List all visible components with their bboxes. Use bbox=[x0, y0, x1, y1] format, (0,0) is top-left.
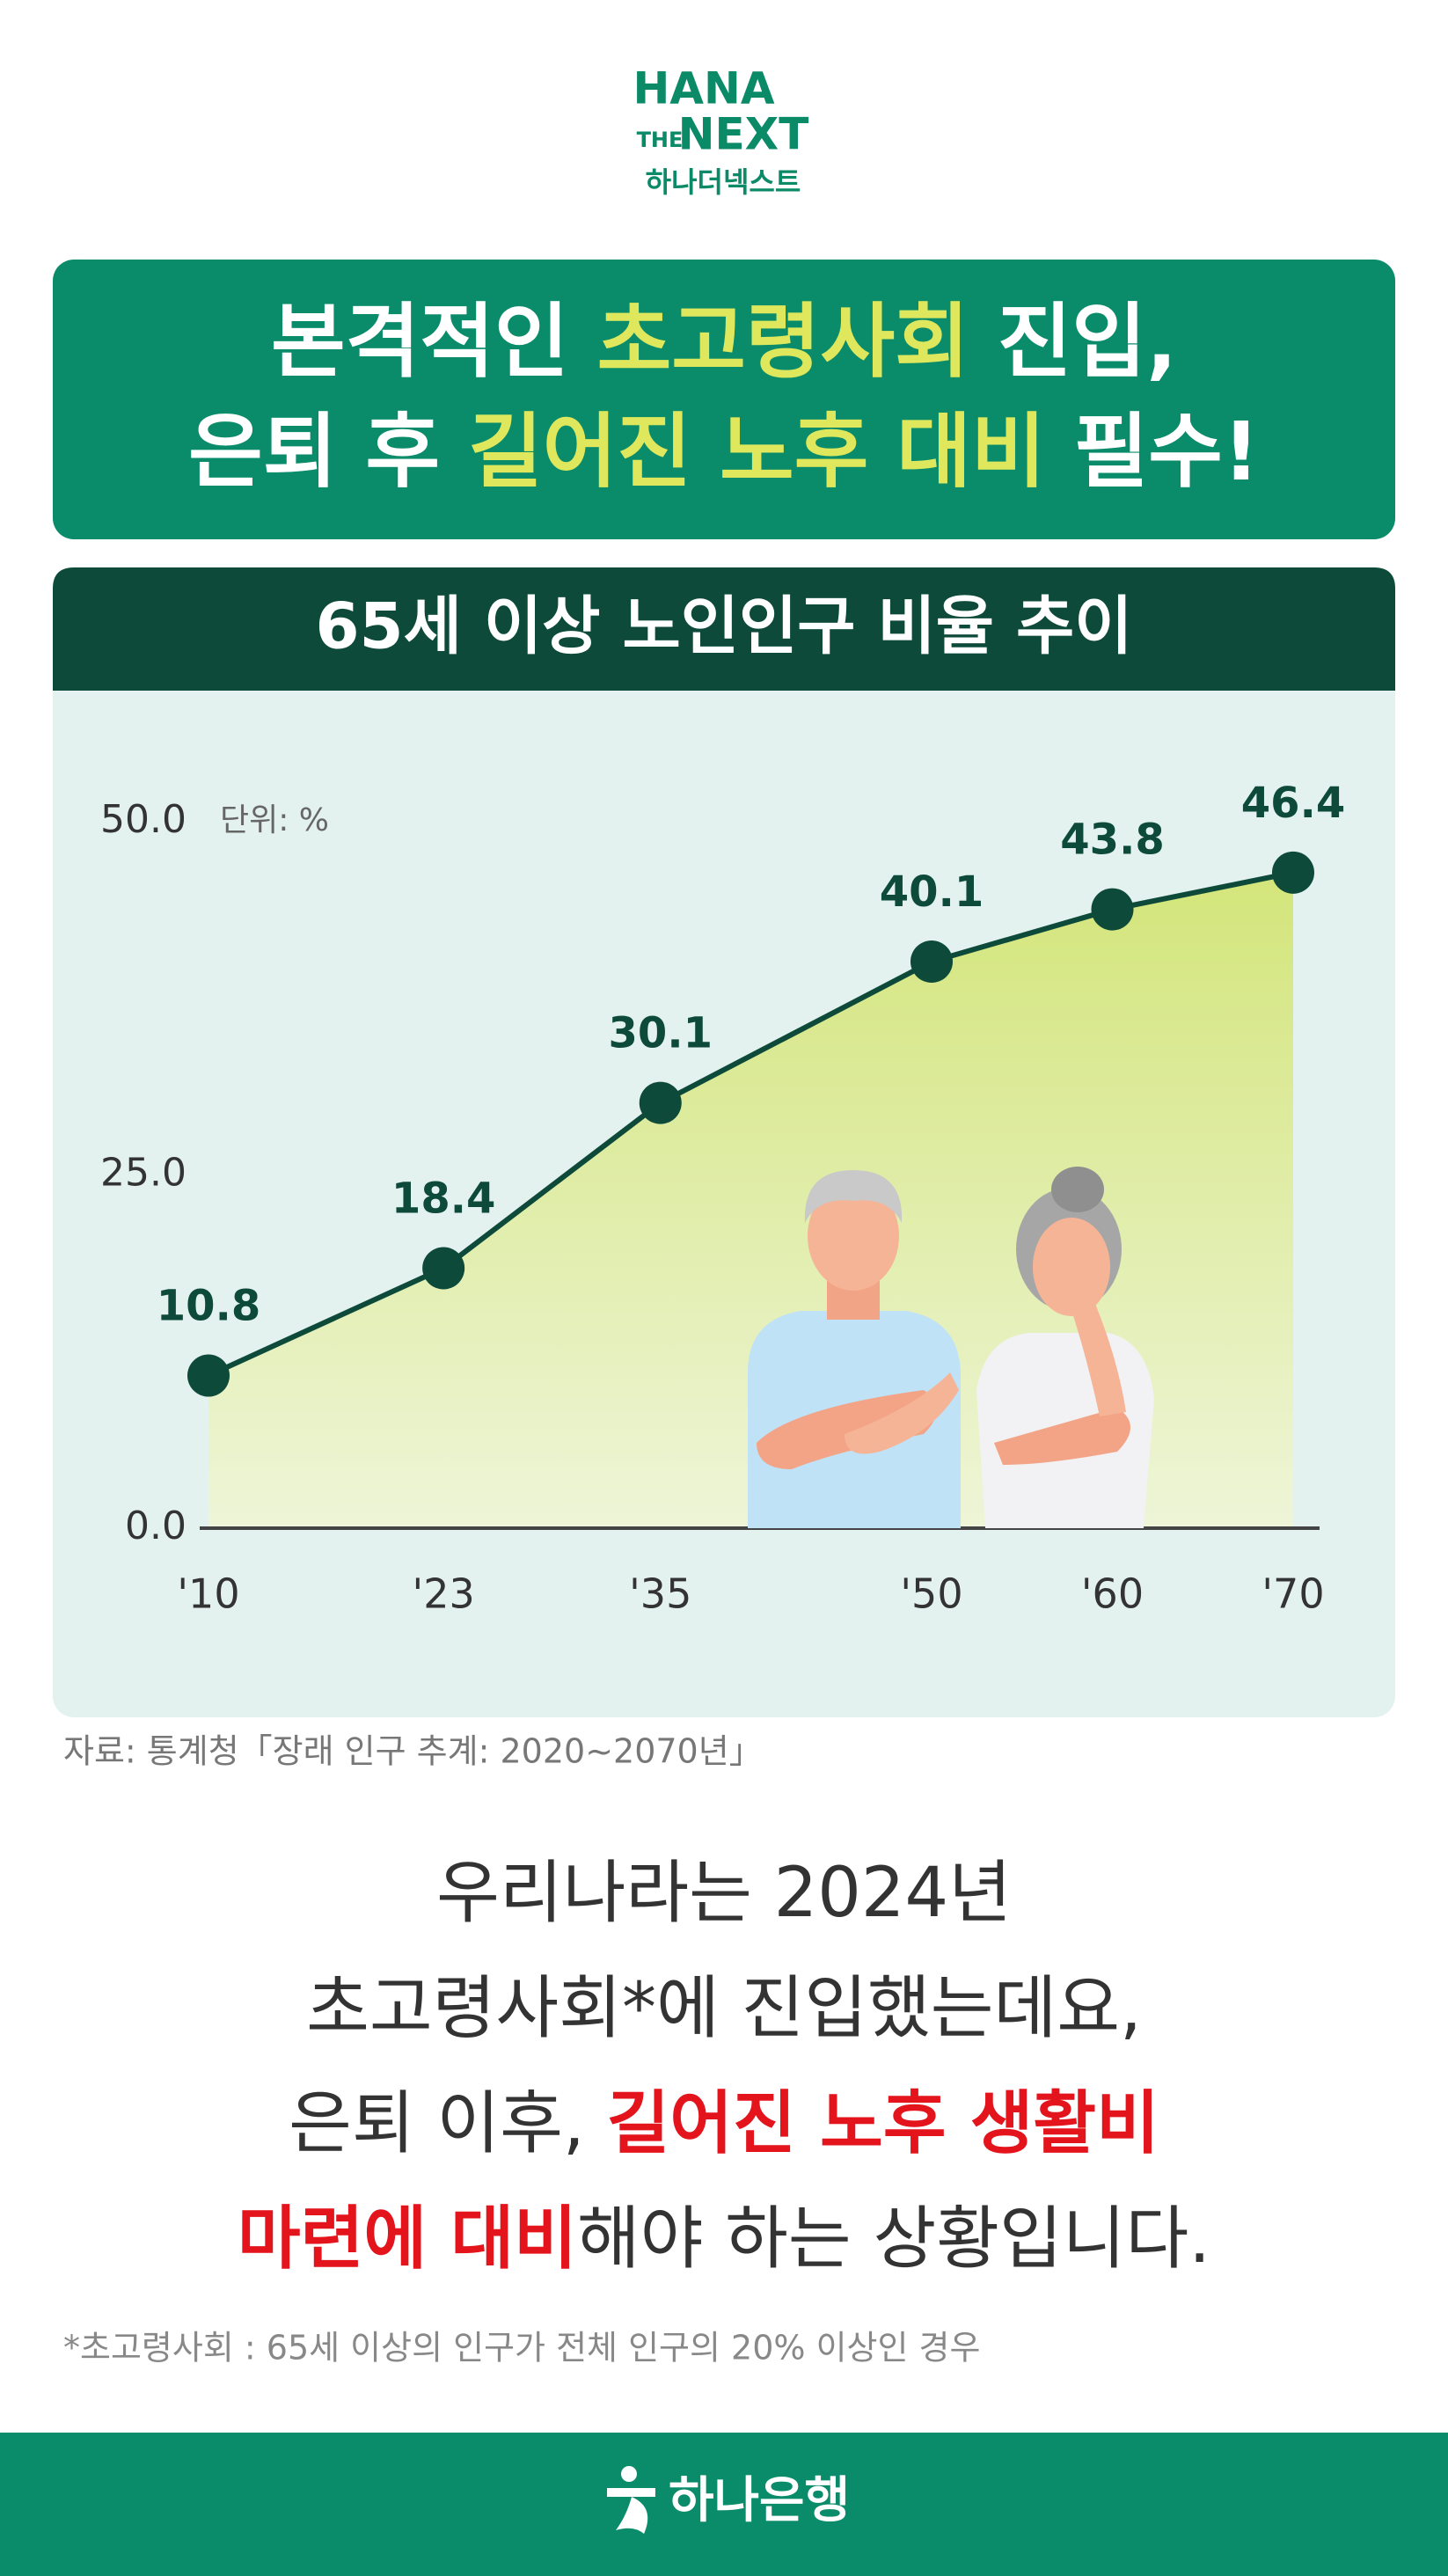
headline-text: 은퇴 후 bbox=[188, 405, 468, 499]
marker bbox=[910, 940, 953, 983]
marker bbox=[1091, 888, 1134, 931]
footer bbox=[0, 2433, 1448, 2576]
marker bbox=[187, 1354, 230, 1397]
x-tick-label: '35 bbox=[629, 1570, 691, 1618]
headline-text: 본격적인 bbox=[271, 295, 597, 389]
body-text: 은퇴 이후, bbox=[289, 2084, 606, 2163]
value-label: 46.4 bbox=[1241, 779, 1345, 828]
value-label: 43.8 bbox=[1060, 816, 1164, 865]
x-tick-label: '50 bbox=[900, 1570, 962, 1618]
line bbox=[207, 869, 1294, 1379]
value-label: 40.1 bbox=[880, 867, 984, 917]
body-text: 초고령사회*에 진입했는데요, bbox=[306, 1969, 1142, 2048]
logo-text: NEXT bbox=[678, 109, 809, 160]
body-line: 초고령사회*에 진입했는데요, bbox=[306, 1969, 1142, 2048]
y-tick-label: 0.0 bbox=[125, 1504, 186, 1548]
chart-header bbox=[53, 567, 1395, 691]
headline: 은퇴 후 길어진 노후 대비 필수! bbox=[188, 405, 1260, 499]
value-label: 30.1 bbox=[609, 1009, 713, 1058]
y-tick-label: 25.0 bbox=[100, 1151, 186, 1196]
x-tick-label: '23 bbox=[413, 1570, 475, 1618]
body-line: 우리나라는 2024년 bbox=[436, 1854, 1012, 1933]
chart-title: 65세 이상 노인인구 비율 추이 bbox=[315, 589, 1132, 663]
body-highlight: 마련에 대비 bbox=[238, 2199, 577, 2279]
headline-highlight: 길어진 노후 대비 bbox=[468, 405, 1046, 499]
logo-text: HANA bbox=[633, 63, 774, 114]
marker bbox=[422, 1247, 465, 1290]
x-tick-label: '10 bbox=[177, 1570, 239, 1618]
footer-logo: 하나은행 bbox=[607, 2466, 850, 2534]
x-tick-label: '60 bbox=[1081, 1570, 1144, 1618]
body: 우리나라는 2024년 초고령사회*에 진입했는데요, 은퇴 이후, 길어진 노… bbox=[238, 1854, 1210, 2279]
logo-text: 하나더넥스트 bbox=[646, 165, 801, 199]
headline-box bbox=[53, 260, 1395, 539]
footnote: *초고령사회 : 65세 이상의 인구가 전체 인구의 20% 이상인 경우 bbox=[63, 2329, 980, 2367]
body-line: 마련에 대비해야 하는 상황입니다. bbox=[238, 2199, 1210, 2279]
logo-text: THE bbox=[637, 128, 684, 152]
source: 자료: 통계청「장래 인구 추계: 2020~2070년」 bbox=[63, 1732, 763, 1771]
body-highlight: 길어진 노후 생활비 bbox=[607, 2084, 1159, 2163]
body-line: 은퇴 이후, 길어진 노후 생활비 bbox=[289, 2084, 1159, 2163]
y-tick-label: 50.0 bbox=[100, 797, 186, 842]
footer-text: 하나은행 bbox=[669, 2472, 850, 2529]
marker bbox=[639, 1081, 682, 1124]
headline-text: 필수! bbox=[1046, 405, 1260, 499]
body-text: 해야 하는 상황입니다. bbox=[577, 2199, 1210, 2279]
headline: 본격적인 초고령사회 진입, bbox=[271, 295, 1177, 389]
x-tick-label: '70 bbox=[1262, 1570, 1324, 1618]
value-label: 10.8 bbox=[157, 1282, 260, 1331]
logo: HANA THE NEXT 하나더넥스트 bbox=[633, 63, 808, 200]
value-label: 18.4 bbox=[391, 1174, 495, 1223]
illustration bbox=[748, 1167, 1154, 1528]
body-text: 우리나라는 2024년 bbox=[436, 1854, 1012, 1933]
headline-text: 진입, bbox=[969, 295, 1177, 389]
headline-highlight: 초고령사회 bbox=[597, 295, 969, 389]
unit-label: 단위: % bbox=[220, 802, 329, 838]
marker bbox=[1272, 851, 1314, 894]
